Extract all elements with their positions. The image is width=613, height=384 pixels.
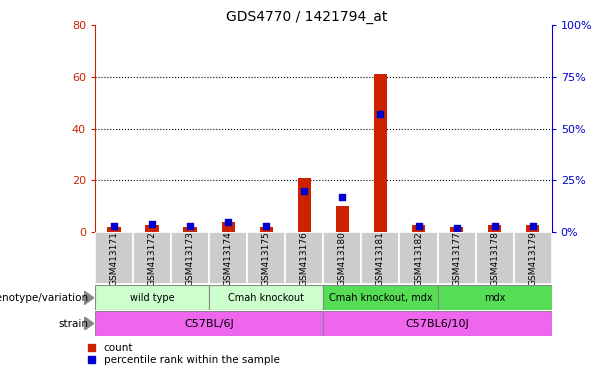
Bar	[324, 285, 438, 310]
Text: strain: strain	[59, 318, 89, 329]
Bar	[336, 207, 349, 232]
Point	[261, 223, 271, 229]
Bar	[324, 311, 552, 336]
Text: GSM413179: GSM413179	[528, 231, 537, 286]
Bar	[526, 225, 539, 232]
Text: GSM413178: GSM413178	[490, 231, 499, 286]
Point	[223, 219, 233, 225]
Text: GSM413171: GSM413171	[110, 231, 118, 286]
Text: C57BL/6J: C57BL/6J	[185, 318, 234, 329]
Bar	[438, 232, 476, 284]
Point	[185, 223, 195, 229]
Text: GSM413174: GSM413174	[224, 231, 233, 286]
Text: C57BL6/10J: C57BL6/10J	[406, 318, 470, 329]
Point	[452, 225, 462, 231]
Bar	[488, 225, 501, 232]
Point	[376, 111, 386, 117]
Text: GSM413177: GSM413177	[452, 231, 461, 286]
Bar	[209, 285, 324, 310]
Text: GSM413175: GSM413175	[262, 231, 271, 286]
Bar	[95, 232, 133, 284]
Legend: count, percentile rank within the sample: count, percentile rank within the sample	[88, 343, 280, 365]
Polygon shape	[84, 316, 94, 330]
Point	[528, 223, 538, 229]
Bar	[95, 285, 209, 310]
Bar	[209, 232, 247, 284]
Text: GSM413176: GSM413176	[300, 231, 309, 286]
Bar	[438, 285, 552, 310]
Bar	[476, 232, 514, 284]
Bar	[285, 232, 324, 284]
Bar	[95, 311, 324, 336]
Bar	[412, 225, 425, 232]
Polygon shape	[84, 291, 94, 305]
Bar	[145, 225, 159, 232]
Text: GSM413181: GSM413181	[376, 231, 385, 286]
Point	[490, 223, 500, 229]
Bar	[362, 232, 400, 284]
Bar	[374, 74, 387, 232]
Bar	[107, 227, 121, 232]
Bar	[324, 232, 362, 284]
Point	[109, 223, 119, 229]
Bar	[247, 232, 285, 284]
Bar	[171, 232, 209, 284]
Point	[299, 188, 309, 194]
Bar	[514, 232, 552, 284]
Text: Cmah knockout: Cmah knockout	[228, 293, 304, 303]
Bar	[400, 232, 438, 284]
Point	[414, 223, 424, 229]
Text: GSM413182: GSM413182	[414, 231, 423, 286]
Bar	[450, 227, 463, 232]
Bar	[183, 227, 197, 232]
Text: GSM413180: GSM413180	[338, 231, 347, 286]
Bar	[260, 227, 273, 232]
Text: GSM413173: GSM413173	[186, 231, 195, 286]
Text: mdx: mdx	[484, 293, 505, 303]
Text: genotype/variation: genotype/variation	[0, 293, 89, 303]
Text: GDS4770 / 1421794_at: GDS4770 / 1421794_at	[226, 10, 387, 23]
Text: Cmah knockout, mdx: Cmah knockout, mdx	[329, 293, 432, 303]
Text: wild type: wild type	[130, 293, 175, 303]
Bar	[133, 232, 171, 284]
Bar	[298, 178, 311, 232]
Point	[147, 221, 157, 227]
Bar	[221, 222, 235, 232]
Point	[338, 194, 348, 200]
Text: GSM413172: GSM413172	[148, 231, 156, 286]
